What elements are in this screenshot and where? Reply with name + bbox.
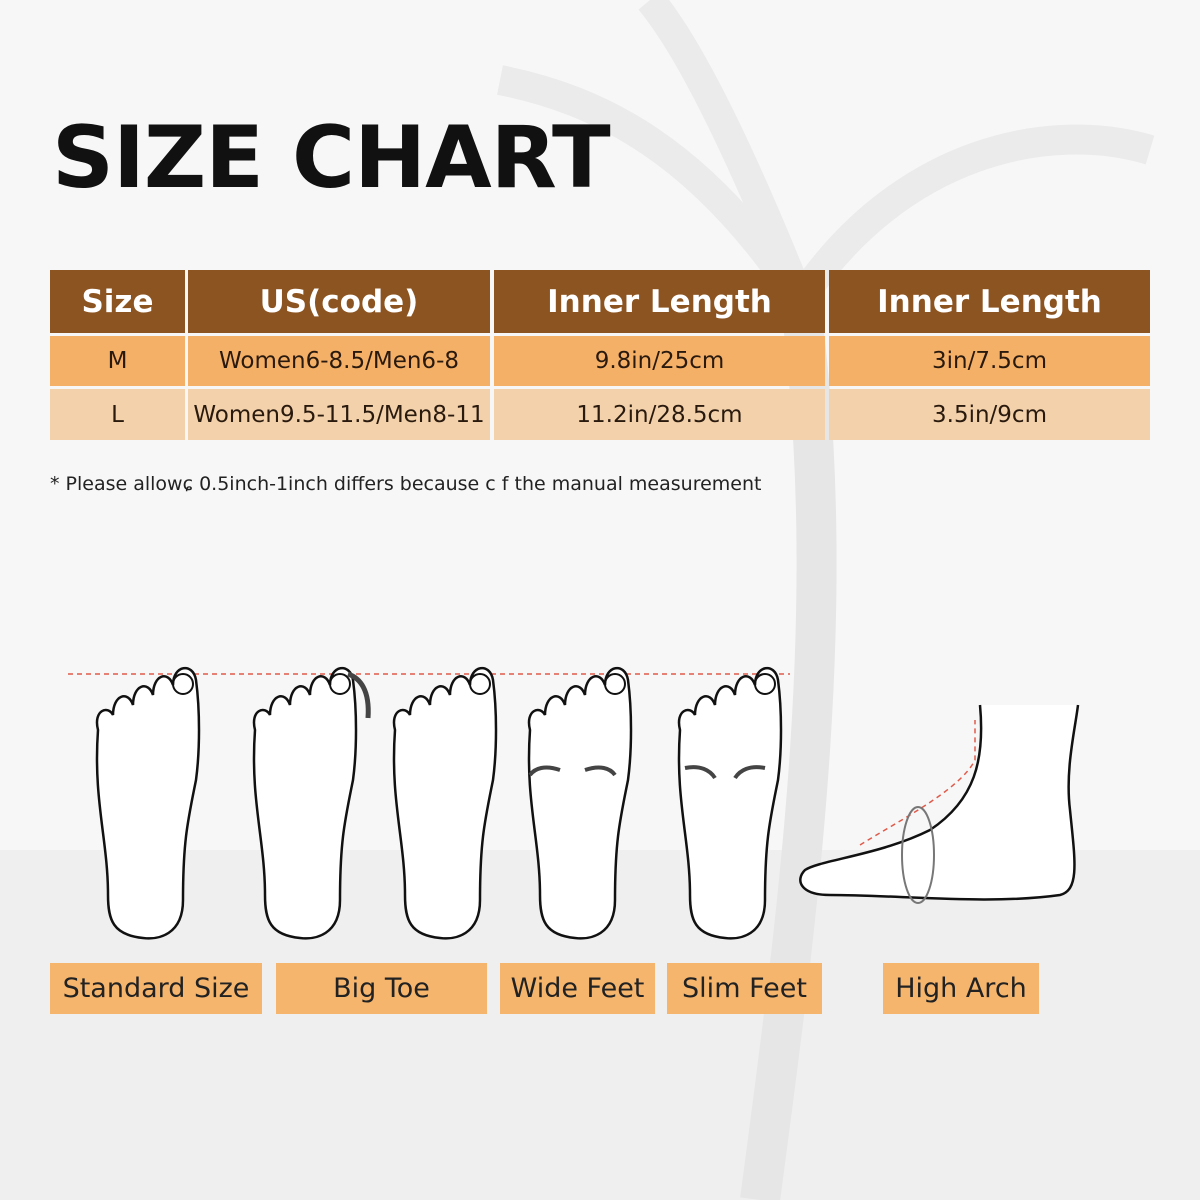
header-us-code: US(code) — [188, 270, 490, 333]
header-inner-length-2: Inner Length — [829, 270, 1150, 333]
row-m-length: 9.8in/25cm — [494, 336, 825, 386]
header-inner-length: Inner Length — [494, 270, 825, 333]
label-big-toe: Big Toe — [276, 963, 487, 1014]
label-wide-feet: Wide Feet — [500, 963, 655, 1014]
wide-foot-icon-2 — [527, 666, 633, 940]
high-arch-foot-icon — [799, 704, 1080, 901]
row-m-length-2: 3in/7.5cm — [829, 336, 1150, 386]
standard-foot-icon — [95, 666, 201, 940]
header-size: Size — [50, 270, 185, 333]
measurement-note: * Please allowɕ 0.5inch-1inch differs be… — [50, 473, 762, 495]
label-standard-size: Standard Size — [50, 963, 262, 1014]
row-l-length-2: 3.5in/9cm — [829, 389, 1150, 440]
label-high-arch: High Arch — [883, 963, 1039, 1014]
big-toe-foot-icon — [252, 666, 358, 940]
page-title: SIZE CHART — [52, 108, 611, 208]
wide-arrows-icon — [528, 765, 617, 777]
wide-foot-icon — [392, 666, 498, 940]
row-l-length: 11.2in/28.5cm — [494, 389, 825, 440]
label-slim-feet: Slim Feet — [667, 963, 822, 1014]
row-m-us: Women6-8.5/Men6-8 — [188, 336, 490, 386]
row-l-us: Women9.5-11.5/Men8-11 — [188, 389, 490, 440]
slim-foot-icon — [677, 666, 783, 940]
row-l-size: L — [50, 389, 185, 440]
slim-arrows-icon — [684, 765, 766, 780]
row-m-size: M — [50, 336, 185, 386]
arrow-icon — [347, 671, 371, 719]
